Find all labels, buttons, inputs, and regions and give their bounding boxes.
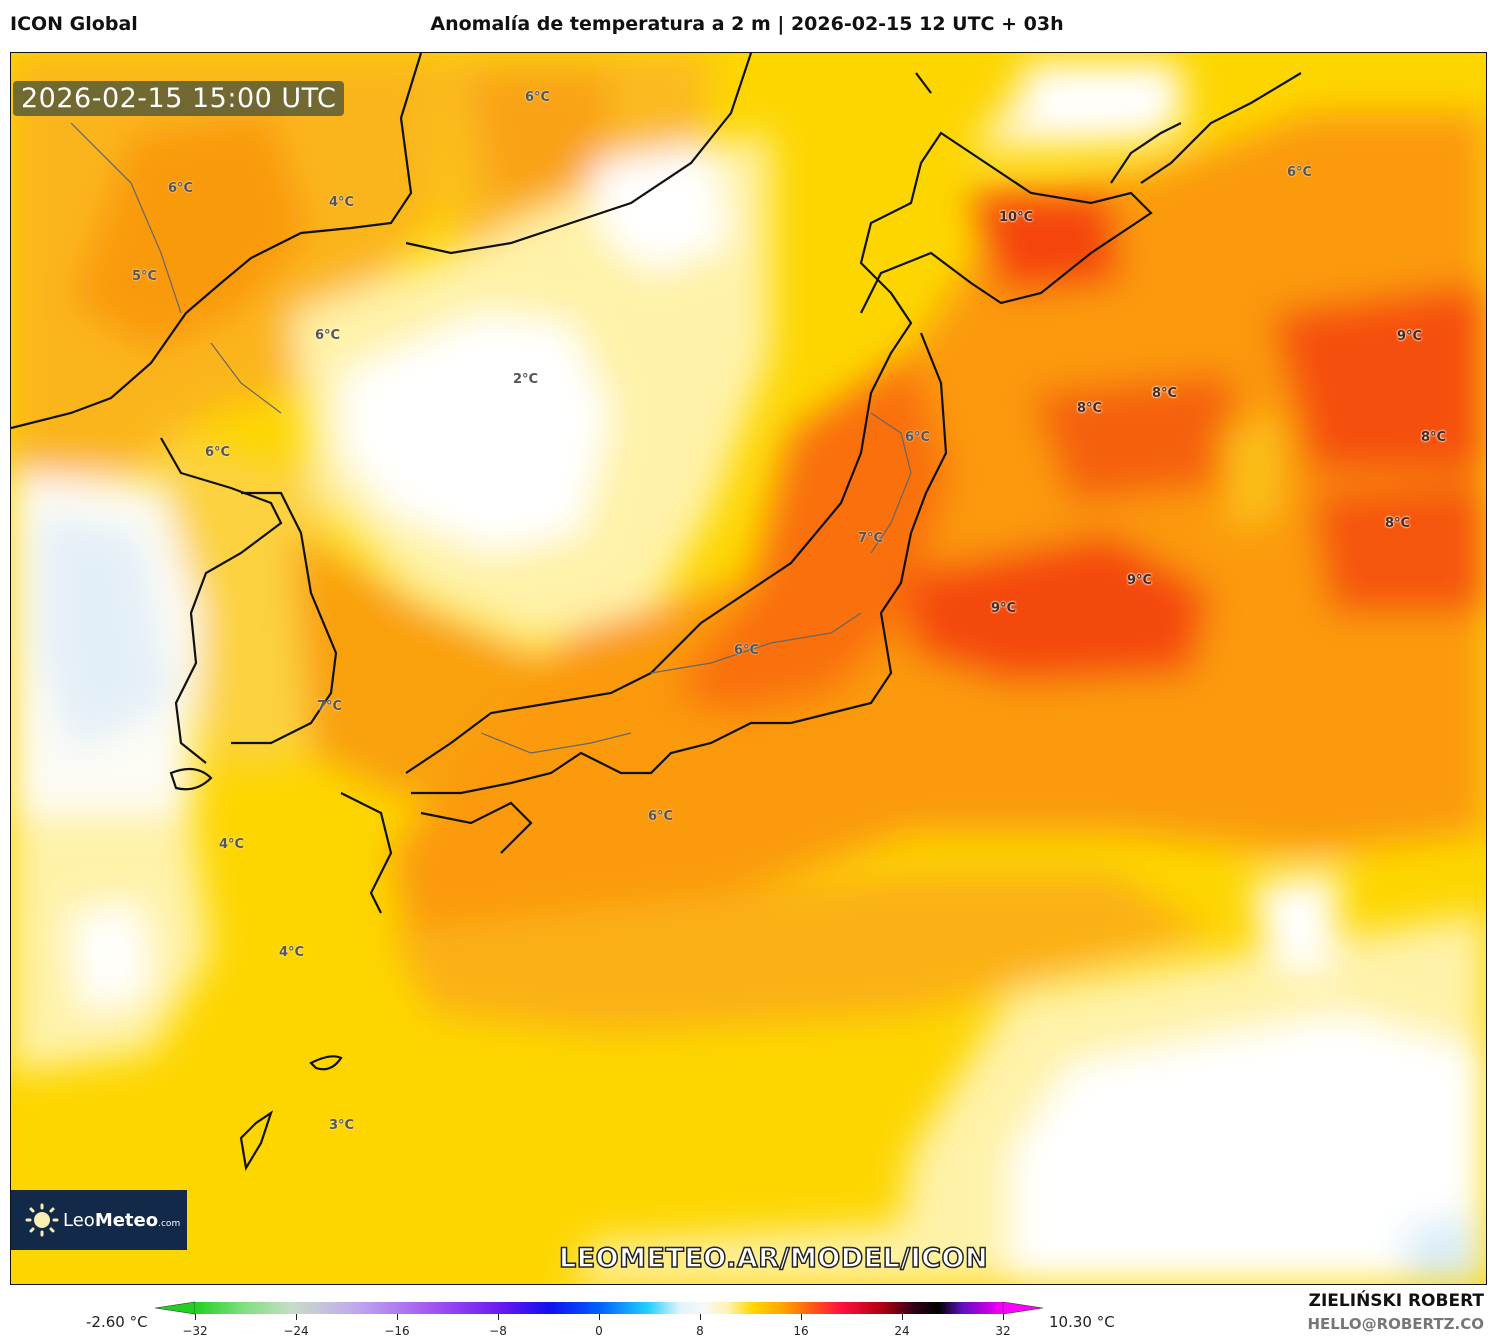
contour-label: 8°C [1385,516,1411,531]
colorbar-tick [700,1314,701,1320]
contour-label: 6°C [168,181,194,196]
contour-label: 8°C [1077,401,1103,416]
colorbar-tick-label: 8 [696,1324,704,1338]
contour-label: 7°C [317,699,343,714]
temperature-field [11,53,1486,1284]
colorbar-min-value: -2.60 °C [86,1313,148,1331]
colorbar-max-value: 10.30 °C [1049,1313,1115,1331]
contour-label: 10°C [999,210,1034,225]
contour-label: 9°C [1127,573,1153,588]
contour-label: 5°C [132,269,158,284]
colorbar-tick [902,1314,903,1320]
valid-time-badge: 2026-02-15 15:00 UTC [13,81,345,116]
colorbar-tick [397,1314,398,1320]
colorbar-tick [195,1314,196,1320]
contour-label: 6°C [734,643,760,658]
colorbar-tick-label: 16 [793,1324,809,1338]
colorbar-tick-label: 24 [894,1324,910,1338]
contour-label: 6°C [315,328,341,343]
colorbar-tick [599,1314,600,1320]
contour-label: 6°C [905,430,931,445]
colorbar-tick-label: −16 [384,1324,410,1338]
sun-icon [25,1203,59,1237]
contour-label: 8°C [1152,386,1178,401]
contour-label: 6°C [648,809,674,824]
model-name: ICON Global [10,13,138,35]
colorbar-tick-label: −32 [182,1324,208,1338]
colorbar-tick [801,1314,802,1320]
author-email[interactable]: HELLO@ROBERTZ.CO [1307,1315,1484,1333]
contour-label: 4°C [329,195,355,210]
colorbar-tick-label: −24 [283,1324,309,1338]
colorbar-tick [498,1314,499,1320]
contour-label: 3°C [329,1118,355,1133]
contour-label: 4°C [219,837,245,852]
logo-text: LeoMeteo.com [63,1209,181,1231]
watermark-url: LEOMETEO.AR/MODEL/ICON [558,1242,989,1275]
contour-label: 6°C [525,90,551,105]
coastlines [11,53,1302,1172]
contour-label: 2°C [513,372,539,387]
colorbar-tick [1003,1314,1004,1320]
contour-label: 9°C [991,601,1017,616]
contour-label: 6°C [205,445,231,460]
anomaly-map: 2026-02-15 15:00 UTC 6°C 6°C 4°C 5°C 6°C 2°C 6… [10,52,1487,1285]
admin-borders [70,122,912,754]
contour-label: 4°C [279,945,305,960]
leometeo-logo[interactable]: LeoMeteo.com [11,1190,187,1250]
contour-label: 7°C [858,531,884,546]
colorbar-tick-label: 32 [995,1324,1011,1338]
colorbar-tick [296,1314,297,1320]
colorbar [155,1301,1044,1315]
contour-label: 6°C [1287,165,1313,180]
colorbar-tick-label: 0 [595,1324,603,1338]
author-name: ZIELIŃSKI ROBERT [1308,1291,1484,1311]
colorbar-tick-label: −8 [489,1324,507,1338]
contour-label: 9°C [1397,329,1423,344]
contour-label: 8°C [1421,430,1447,445]
chart-title: Anomalía de temperatura a 2 m | 2026-02-… [430,13,1064,35]
